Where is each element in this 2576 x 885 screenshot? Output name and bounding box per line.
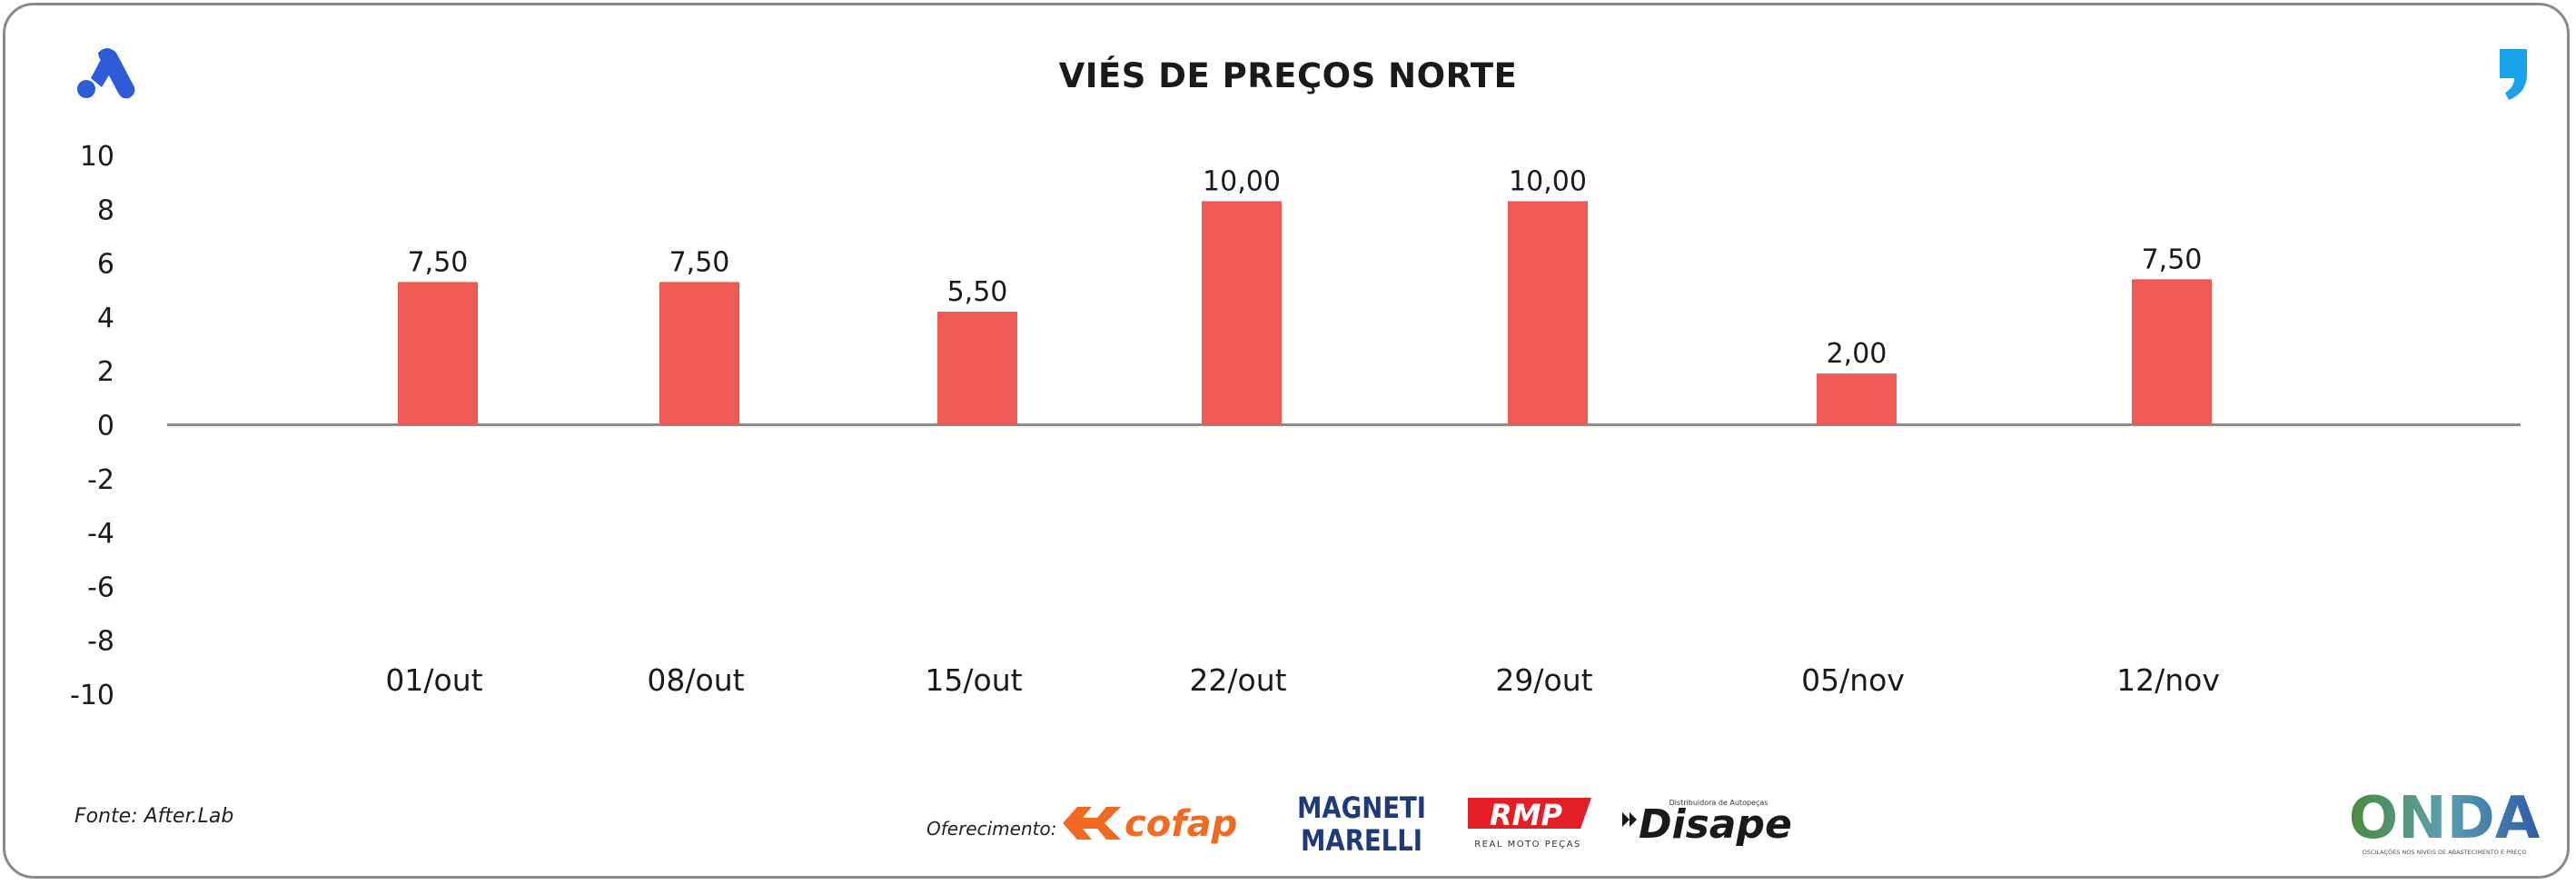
y-tick-label: -2 <box>87 464 114 496</box>
onda-logo-text: ONDA <box>2349 785 2540 852</box>
data-label: 5,50 <box>947 276 1008 308</box>
disape-logo-text: Disape <box>1639 801 1792 848</box>
bar <box>398 282 478 425</box>
x-tick-label: 15/out <box>925 662 1022 698</box>
data-label: 7,50 <box>669 246 730 278</box>
source-note: Fonte: After.Lab <box>74 805 234 828</box>
y-tick-label: -10 <box>70 680 114 711</box>
y-tick-label: 6 <box>97 249 114 281</box>
data-label: 7,50 <box>2142 244 2203 275</box>
disape-logo-tagline: Distribuidora de Autopeças <box>1669 799 1769 807</box>
y-tick-label: 2 <box>97 356 114 388</box>
disape-logo: Distribuidora de Autopeças Disape <box>1622 799 1792 848</box>
y-tick-label: -8 <box>87 626 114 658</box>
chart-title: VIÉS DE PREÇOS NORTE <box>1058 56 1518 95</box>
y-tick-label: -6 <box>87 572 114 603</box>
bar <box>2132 279 2212 425</box>
x-tick-label: 12/nov <box>2116 662 2220 698</box>
magneti-marelli-logo: MAGNETI MARELLI <box>1297 791 1426 859</box>
onda-logo: ONDA OSCILAÇÕES NOS NÍVEIS DE ABASTECIME… <box>2349 785 2540 856</box>
data-label: 10,00 <box>1203 165 1281 197</box>
svg-text:MAGNETI: MAGNETI <box>1297 791 1426 826</box>
cofap-logo-text: cofap <box>1125 803 1237 845</box>
y-tick-label: 8 <box>97 194 114 226</box>
data-label: 7,50 <box>408 246 469 278</box>
y-tick-label: 0 <box>97 411 114 442</box>
bar <box>1817 373 1897 425</box>
bar <box>937 311 1017 425</box>
sponsor-label: Oferecimento: <box>926 818 1057 840</box>
chart-frame <box>3 3 2570 879</box>
x-tick-label: 01/out <box>385 662 482 698</box>
bar <box>1508 201 1588 425</box>
y-tick-label: 4 <box>97 303 114 334</box>
bar <box>659 282 739 425</box>
data-label: 2,00 <box>1827 338 1887 370</box>
onda-logo-tagline: OSCILAÇÕES NOS NÍVEIS DE ABASTECIMENTO E… <box>2363 848 2527 856</box>
y-tick-label: 10 <box>80 141 114 173</box>
data-label: 10,00 <box>1509 165 1587 197</box>
rmp-logo-tagline: REAL MOTO PEÇAS <box>1474 840 1581 850</box>
x-tick-label: 08/out <box>647 662 744 698</box>
bar <box>1202 201 1282 425</box>
rmp-logo: RMP REAL MOTO PEÇAS <box>1468 798 1591 850</box>
svg-text:MARELLI: MARELLI <box>1301 824 1422 859</box>
x-tick-label: 22/out <box>1189 662 1286 698</box>
y-tick-label: -4 <box>87 518 114 550</box>
x-tick-label: 29/out <box>1495 662 1592 698</box>
cofap-logo: cofap <box>1063 803 1237 845</box>
x-tick-label: 05/nov <box>1801 662 1905 698</box>
a-brand-icon <box>77 48 135 99</box>
rmp-logo-text: RMP <box>1490 798 1562 832</box>
quote-brand-icon <box>2500 49 2527 100</box>
